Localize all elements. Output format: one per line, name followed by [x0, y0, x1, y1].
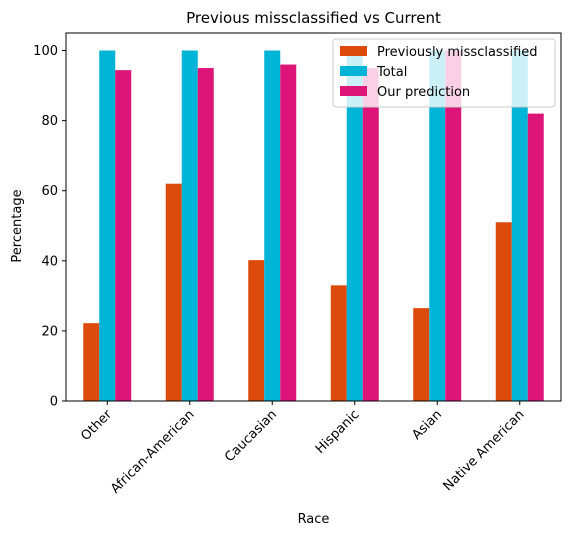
bar-our-prediction-caucasian [280, 64, 297, 402]
y-tick-label: 40 [41, 254, 58, 269]
y-tick-label: 100 [33, 44, 58, 59]
legend-swatch [340, 86, 367, 96]
bar-previously-missclassified-asian [413, 308, 430, 401]
legend: Previously missclassified Total Our predic… [332, 38, 556, 108]
legend-label: Our prediction [377, 85, 470, 100]
x-axis-label: Race [298, 512, 330, 527]
bar-previously-missclassified-native-american [495, 222, 512, 401]
bar-our-prediction-native-american [527, 113, 544, 401]
bars-group [83, 50, 544, 402]
bar-previously-missclassified-other [83, 323, 100, 401]
chart-title: Previous missclassified vs Current [186, 9, 441, 27]
bar-total-asian [429, 50, 446, 402]
y-tick-label: 60 [41, 184, 58, 199]
bar-our-prediction-african-american [197, 68, 214, 402]
legend-box [332, 38, 556, 108]
bar-total-caucasian [264, 50, 281, 402]
bar-previously-missclassified-hispanic [330, 285, 347, 401]
y-axis-label: Percentage [10, 189, 25, 262]
bar-total-native-american [511, 50, 528, 402]
bar-our-prediction-other [115, 70, 132, 401]
plot-frame [65, 32, 562, 402]
bar-our-prediction-asian [445, 50, 462, 402]
y-tick-label: 20 [41, 324, 58, 339]
legend-swatch [340, 46, 367, 56]
legend-label: Total [376, 65, 407, 80]
bar-previously-missclassified-caucasian [248, 260, 265, 401]
bar-total-hispanic [346, 50, 363, 402]
y-tick-label: 80 [41, 114, 58, 129]
y-tick-label: 0 [50, 395, 58, 410]
legend-swatch [340, 66, 367, 76]
bar-our-prediction-hispanic [362, 68, 379, 402]
legend-label: Previously missclassified [377, 45, 538, 60]
bar-total-african-american [181, 50, 198, 402]
bar-previously-missclassified-african-american [165, 183, 182, 401]
bar-total-other [99, 50, 116, 402]
